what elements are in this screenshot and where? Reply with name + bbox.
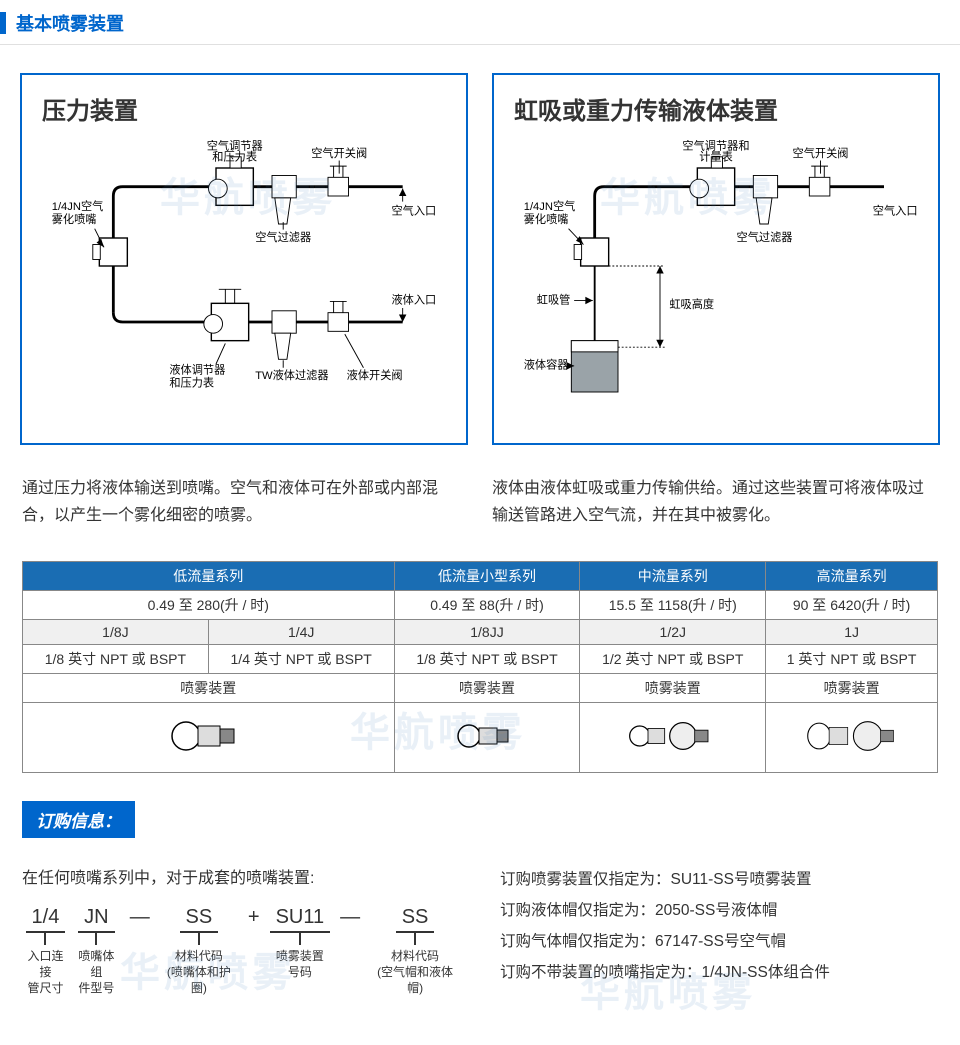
device-high: 喷雾装置 <box>766 674 938 703</box>
code-s5: SS <box>396 906 435 933</box>
svg-text:空气调节器和计量表: 空气调节器和计量表 <box>682 140 749 164</box>
model-small: 1/8JJ <box>394 620 580 645</box>
order-intro: 在任何喷嘴系列中，对于成套的喷嘴装置: <box>22 864 460 888</box>
svg-text:液体调节器和压力表: 液体调节器和压力表 <box>169 362 225 389</box>
diagram1-title: 压力装置 <box>34 91 454 126</box>
section-title: 基本喷雾装置 <box>16 10 124 36</box>
order-badge: 订购信息： <box>22 801 135 838</box>
model-high: 1J <box>766 620 938 645</box>
order-code: 1/4入口连接管尺寸 JN喷嘴体组件型号 — SS材料代码(喷嘴体和护圈) + … <box>22 906 460 996</box>
svg-text:液体容器: 液体容器 <box>524 358 569 372</box>
nozzle-img-high <box>766 703 938 773</box>
code-s1: 1/4 <box>26 906 66 933</box>
range-small: 0.49 至 88(升 / 时) <box>394 591 580 620</box>
range-mid: 15.5 至 1158(升 / 时) <box>580 591 766 620</box>
code-l2: 喷嘴体组件型号 <box>73 949 120 996</box>
order-line-3: 订购不带装置的喷嘴指定为：1/4JN-SS体组合件 <box>500 957 938 988</box>
range-high: 90 至 6420(升 / 时) <box>766 591 938 620</box>
svg-text:TW液体过滤器: TW液体过滤器 <box>255 368 328 382</box>
conn-mid: 1/2 英寸 NPT 或 BSPT <box>580 645 766 674</box>
svg-text:液体入口: 液体入口 <box>391 292 436 306</box>
svg-text:1/4JN空气雾化喷嘴: 1/4JN空气雾化喷嘴 <box>524 199 576 226</box>
nozzle-img-small <box>394 703 580 773</box>
nozzle-img-low <box>23 703 395 773</box>
code-l4: 喷雾装置号码 <box>270 949 331 980</box>
code-s4: SU11 <box>270 906 331 933</box>
svg-text:空气过滤器: 空气过滤器 <box>255 230 311 244</box>
svg-text:虹吸高度: 虹吸高度 <box>669 297 714 311</box>
flow-series-table: 低流量系列 低流量小型系列 中流量系列 高流量系列 0.49 至 280(升 /… <box>22 561 938 773</box>
code-s2: JN <box>78 906 114 933</box>
plus-icon: + <box>242 906 266 929</box>
svg-text:虹吸管: 虹吸管 <box>537 292 571 306</box>
lbl-nozzle: 1/4JN空气雾化喷嘴 <box>52 199 104 226</box>
device-small: 喷雾装置 <box>394 674 580 703</box>
order-line-2: 订购气体帽仅指定为：67147-SS号空气帽 <box>500 926 938 957</box>
svg-text:空气开关阀: 空气开关阀 <box>793 146 849 160</box>
th-mid: 中流量系列 <box>580 562 766 591</box>
conn-low2: 1/4 英寸 NPT 或 BSPT <box>208 645 394 674</box>
diagram1-desc: 通过压力将液体输送到喷嘴。空气和液体可在外部或内部混合，以产生一个雾化细密的喷雾… <box>22 475 468 529</box>
device-mid: 喷雾装置 <box>580 674 766 703</box>
dash-icon: — <box>124 906 156 929</box>
order-line-1: 订购液体帽仅指定为：2050-SS号液体帽 <box>500 895 938 926</box>
diagram-pressure: 压力装置 <box>20 73 468 445</box>
siphon-diagram-svg: 1/4JN空气雾化喷嘴 空气调节器和计量表 空气开关阀 空气入口 空气过滤器 虹… <box>506 140 926 420</box>
code-l1: 入口连接管尺寸 <box>22 949 69 996</box>
conn-small: 1/8 英寸 NPT 或 BSPT <box>394 645 580 674</box>
th-high: 高流量系列 <box>766 562 938 591</box>
model-low2: 1/4J <box>208 620 394 645</box>
th-low: 低流量系列 <box>23 562 395 591</box>
code-l5: 材料代码(空气帽和液体帽) <box>370 949 460 996</box>
svg-text:液体开关阀: 液体开关阀 <box>347 368 403 382</box>
device-low: 喷雾装置 <box>23 674 395 703</box>
section-title-bar: 基本喷雾装置 <box>0 0 960 45</box>
svg-text:空气入口: 空气入口 <box>391 204 436 218</box>
order-line-0: 订购喷雾装置仅指定为：SU11-SS号喷雾装置 <box>500 864 938 895</box>
accent-bar <box>0 12 6 34</box>
code-s3: SS <box>180 906 219 933</box>
diagram2-title: 虹吸或重力传输液体装置 <box>506 91 926 126</box>
nozzle-img-mid <box>580 703 766 773</box>
svg-text:空气调节器和压力表: 空气调节器和压力表 <box>207 140 263 164</box>
th-small: 低流量小型系列 <box>394 562 580 591</box>
svg-text:空气过滤器: 空气过滤器 <box>737 230 793 244</box>
code-l3: 材料代码(喷嘴体和护圈) <box>160 949 238 996</box>
conn-low1: 1/8 英寸 NPT 或 BSPT <box>23 645 209 674</box>
diagram2-desc: 液体由液体虹吸或重力传输供给。通过这些装置可将液体吸过输送管路进入空气流，并在其… <box>492 475 938 529</box>
conn-high: 1 英寸 NPT 或 BSPT <box>766 645 938 674</box>
range-low: 0.49 至 280(升 / 时) <box>23 591 395 620</box>
svg-text:空气入口: 空气入口 <box>873 204 918 218</box>
model-mid: 1/2J <box>580 620 766 645</box>
model-low1: 1/8J <box>23 620 209 645</box>
dash-icon: — <box>334 906 366 929</box>
diagram-siphon: 虹吸或重力传输液体装置 <box>492 73 940 445</box>
svg-text:空气开关阀: 空气开关阀 <box>311 146 367 160</box>
pressure-diagram-svg: 1/4JN空气雾化喷嘴 空气调节器和压力表 空气开关阀 空气入口 空气过滤器 液… <box>34 140 454 420</box>
order-left: 在任何喷嘴系列中，对于成套的喷嘴装置: 1/4 入口连接管尺寸 JN 喷嘴体组件型号… <box>22 864 460 996</box>
order-right: 订购喷雾装置仅指定为：SU11-SS号喷雾装置 订购液体帽仅指定为：2050-S… <box>500 864 938 996</box>
